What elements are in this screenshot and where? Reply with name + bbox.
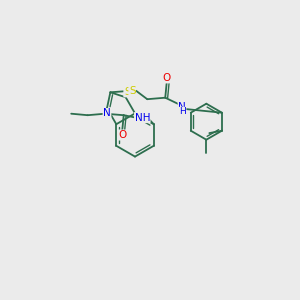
- Text: S: S: [124, 87, 130, 97]
- Text: NH: NH: [135, 112, 150, 123]
- Text: O: O: [118, 130, 126, 140]
- Text: S: S: [129, 86, 136, 96]
- Text: N: N: [103, 109, 111, 118]
- Text: H: H: [179, 107, 185, 116]
- Text: N: N: [178, 102, 186, 112]
- Text: O: O: [163, 73, 171, 83]
